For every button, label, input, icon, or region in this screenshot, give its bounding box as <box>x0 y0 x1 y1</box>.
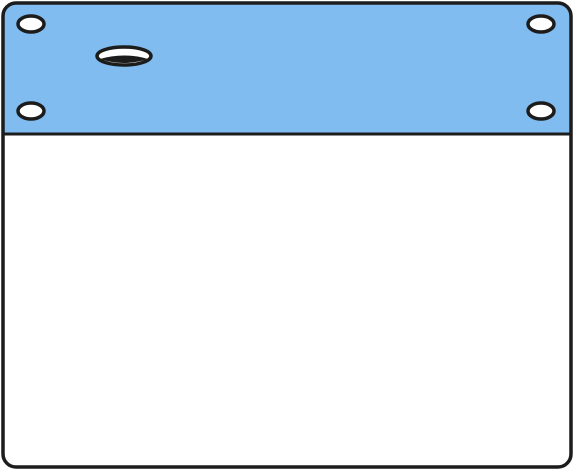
mounting-hole-top-left-icon <box>16 14 46 34</box>
slot-shadow-icon <box>100 55 148 63</box>
mounting-hole-bottom-right-icon <box>526 101 556 121</box>
mounting-hole-bottom-left-icon <box>16 101 46 121</box>
mounting-hole-top-right-icon <box>526 14 556 34</box>
slot-opening-icon <box>95 45 153 67</box>
header-strip <box>3 3 571 134</box>
